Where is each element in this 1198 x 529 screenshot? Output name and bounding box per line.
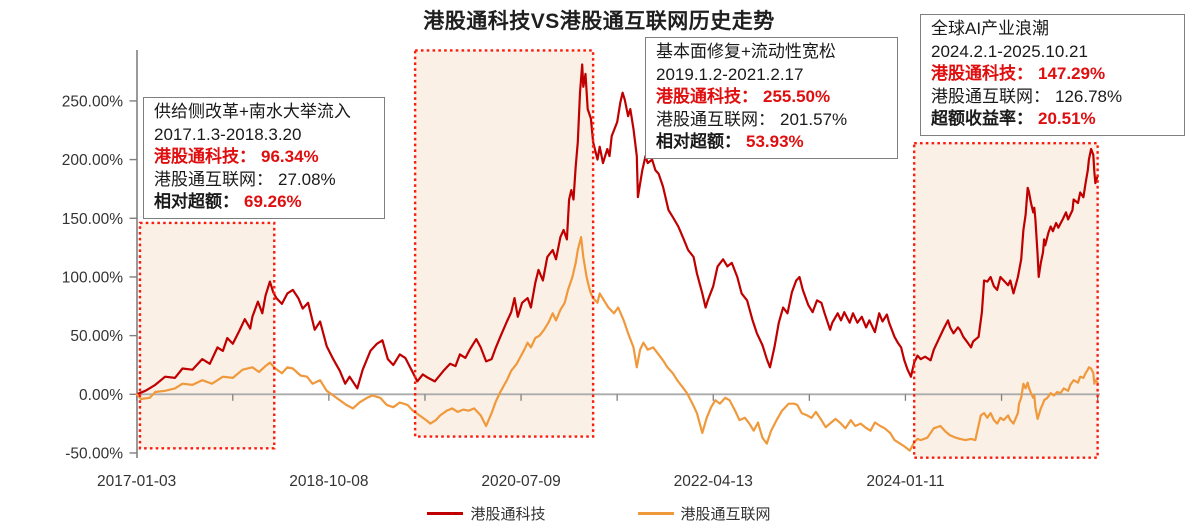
annotation-internet-return: 港股通互联网： 201.57% [656, 109, 848, 129]
svg-text:-50.00%: -50.00% [65, 445, 123, 462]
axis-layer [129, 50, 1100, 458]
annotation-excess-return: 相对超额： 69.26% [154, 192, 302, 211]
svg-text:100.00%: 100.00% [62, 269, 123, 286]
tech-line-swatch [427, 512, 464, 515]
svg-text:2017-01-03: 2017-01-03 [97, 473, 176, 490]
svg-text:150.00%: 150.00% [62, 211, 123, 228]
series-lines [135, 63, 1099, 452]
highlight-region-fills [139, 50, 1098, 458]
annotation-internet-return: 港股通互联网： 27.08% [154, 169, 336, 189]
internet-line-swatch [637, 512, 674, 515]
y-axis-labels: 250.00% 200.00% 150.00% 100.00% 50.00% 0.00% -… [62, 93, 123, 462]
annotation-period: 2019.1.2-2021.2.17 [656, 64, 804, 84]
svg-text:200.00%: 200.00% [62, 152, 123, 169]
svg-text:2024-01-11: 2024-01-11 [866, 473, 944, 490]
annotation-event-label: 全球AI产业浪潮 [931, 19, 1050, 38]
annotation-period: 2017.1.3-2018.3.20 [154, 124, 302, 144]
svg-text:0.00%: 0.00% [79, 387, 123, 404]
annotation-excess-return: 超额收益率： 20.51% [931, 109, 1096, 128]
annotation-box-supply-reform: 供给侧改革+南水大举流入 2017.1.3-2018.3.20 港股通科技： 96… [143, 97, 385, 219]
annotation-internet-return: 港股通互联网： 126.78% [931, 86, 1123, 106]
annotation-tech-return: 港股通科技： 96.34% [154, 147, 319, 166]
annotation-tech-return: 港股通科技： 255.50% [656, 87, 831, 106]
svg-text:2018-10-08: 2018-10-08 [289, 473, 368, 490]
legend-item-tech: 港股通科技 [427, 503, 546, 524]
x-axis-labels: 2017-01-03 2018-10-08 2020-07-09 2022-04-13… [97, 473, 944, 490]
legend-label-internet: 港股通互联网 [680, 506, 771, 523]
annotation-box-fundamentals-repair: 基本面修复+流动性宽松 2019.1.2-2021.2.17 港股通科技： 255… [645, 37, 898, 159]
annotation-box-ai-wave: 全球AI产业浪潮 2024.2.1-2025.10.21 港股通科技： 147.2… [920, 14, 1185, 136]
legend-label-tech: 港股通科技 [470, 506, 546, 523]
annotation-event-label: 供给侧改革+南水大举流入 [154, 102, 351, 121]
annotation-event-label: 基本面修复+流动性宽松 [656, 42, 836, 61]
annotation-excess-return: 相对超额： 53.93% [656, 132, 804, 151]
svg-text:250.00%: 250.00% [62, 93, 123, 110]
svg-text:50.00%: 50.00% [70, 328, 123, 345]
annotation-tech-return: 港股通科技： 147.29% [931, 64, 1106, 83]
legend-item-internet: 港股通互联网 [637, 503, 771, 524]
svg-text:2022-04-13: 2022-04-13 [674, 473, 753, 490]
highlight-region-borders [138, 49, 1099, 459]
svg-text:2020-07-09: 2020-07-09 [481, 473, 560, 490]
page-title: 港股通科技VS港股通互联网历史走势 [423, 10, 775, 33]
annotation-period: 2024.2.1-2025.10.21 [931, 41, 1088, 61]
legend: 港股通科技 港股通互联网 [0, 503, 1198, 524]
